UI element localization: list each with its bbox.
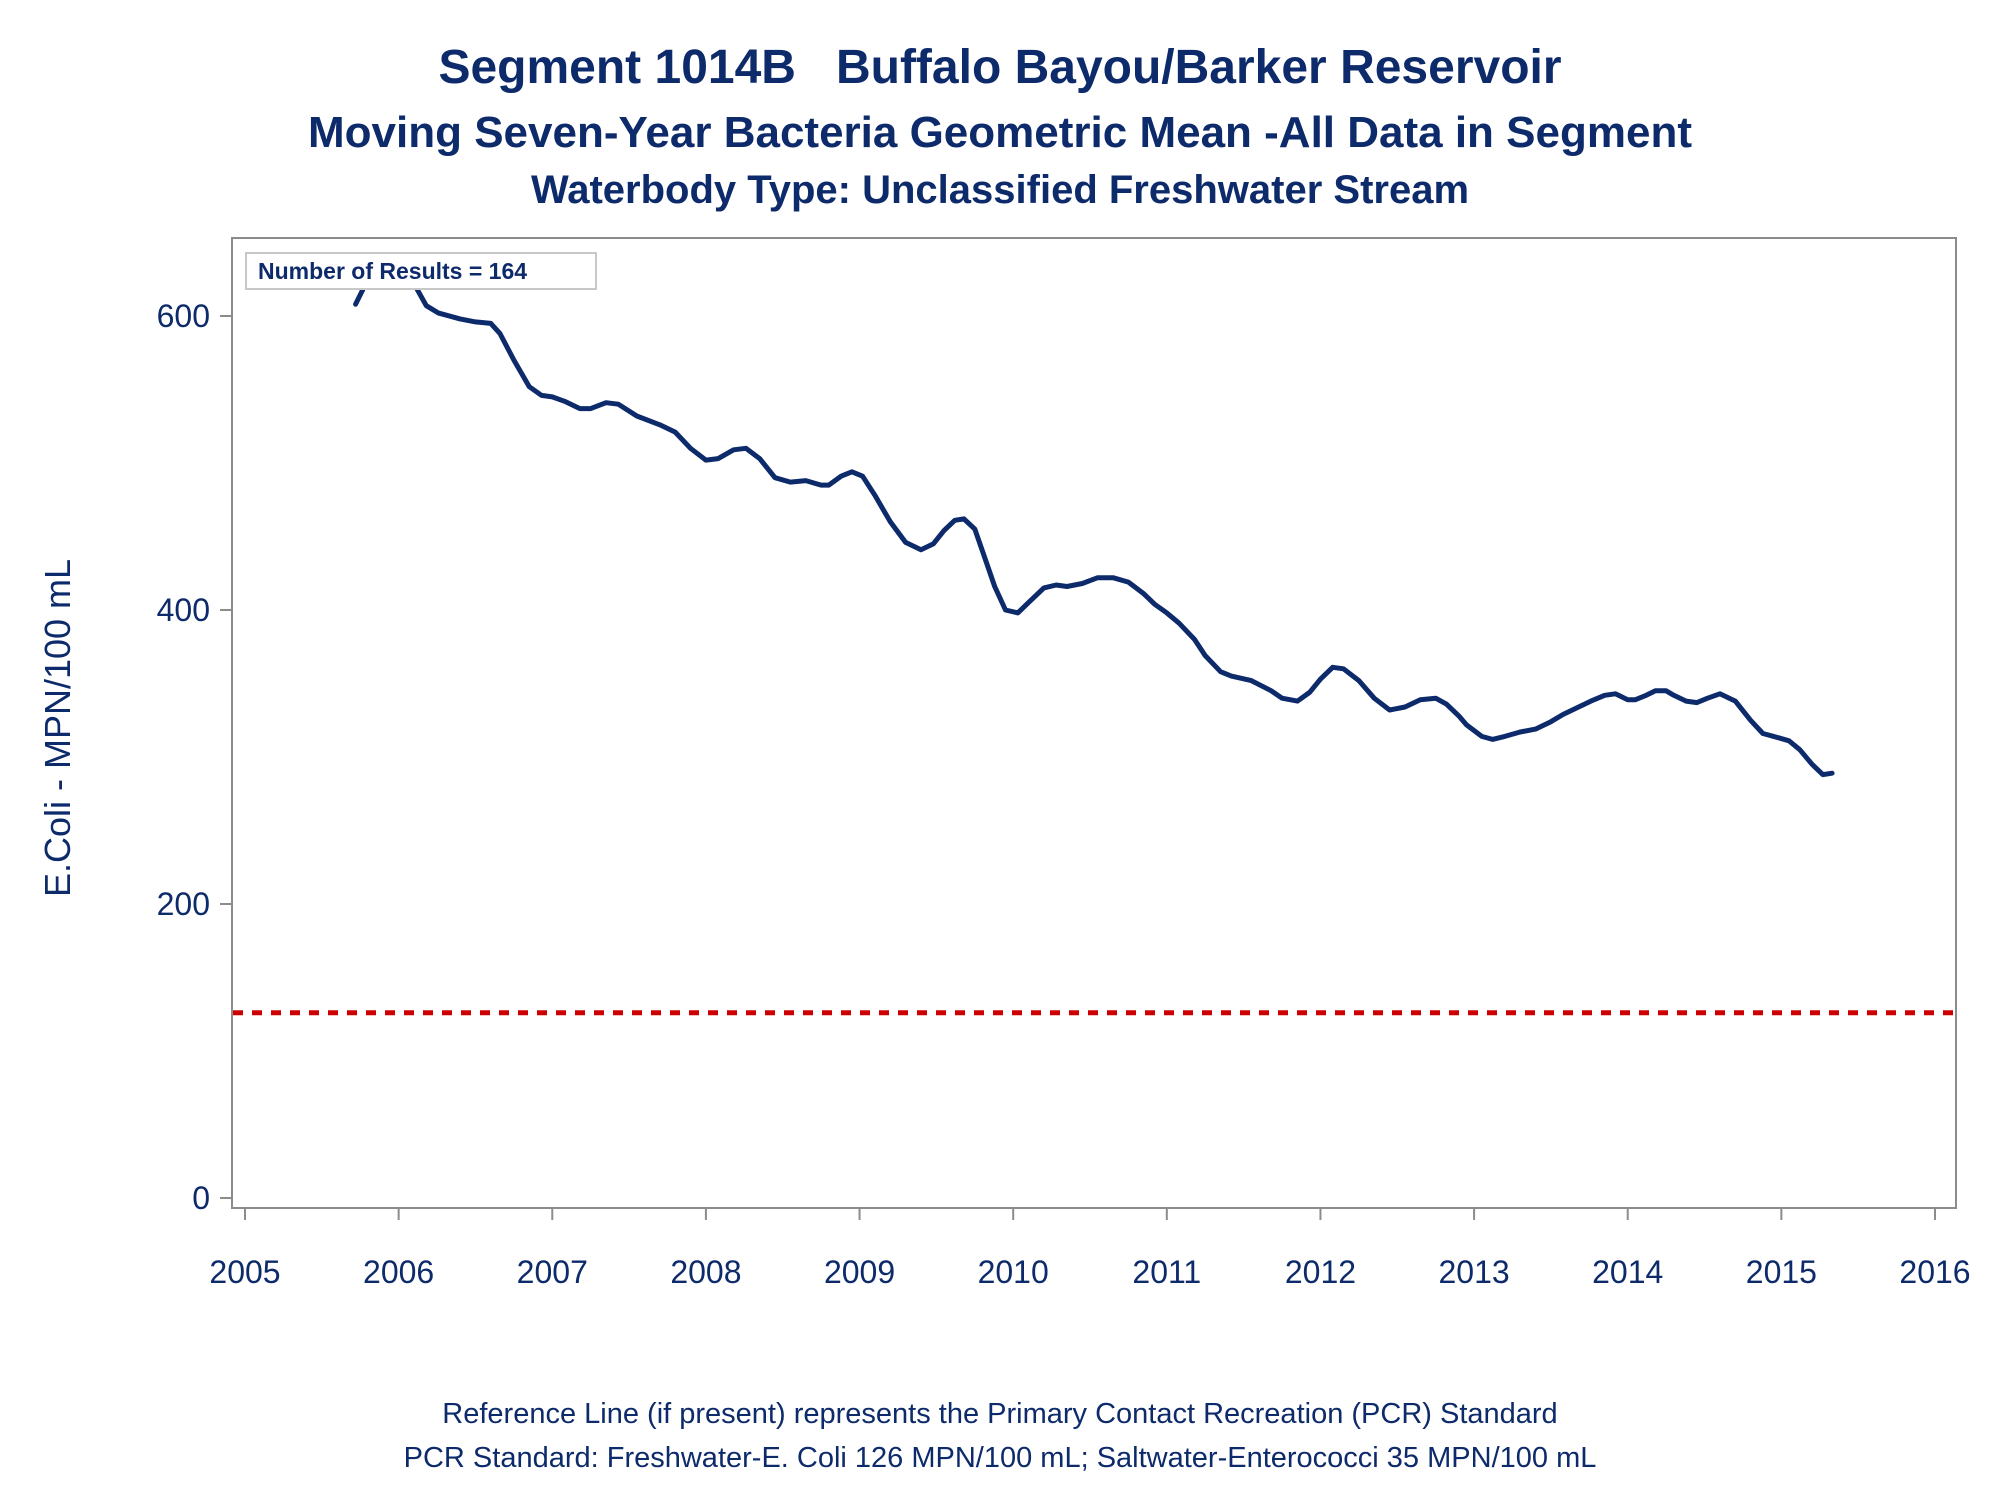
results-count-label: Number of Results = 164 — [258, 258, 527, 284]
x-tick-label: 2014 — [1592, 1254, 1663, 1290]
x-axis: 2005 2006 2007 2008 2009 2010 2011 2012 2013 2014… — [209, 1208, 1971, 1290]
plot-area-frame — [231, 237, 1957, 1209]
x-tick-label: 2008 — [670, 1254, 741, 1290]
x-tick-label: 2011 — [1132, 1254, 1201, 1290]
x-tick-label: 2006 — [363, 1254, 434, 1290]
x-tick-label: 2005 — [209, 1254, 280, 1290]
x-tick-label: 2007 — [517, 1254, 588, 1290]
geometric-mean-series-line — [353, 254, 1835, 778]
y-tick-label: 0 — [192, 1180, 210, 1216]
footnote-reference-line: Reference Line (if present) represents t… — [442, 1398, 1558, 1430]
y-tick-label: 600 — [157, 298, 210, 334]
x-tick-label: 2009 — [824, 1254, 895, 1290]
footnote-pcr-standard: PCR Standard: Freshwater-E. Coli 126 MPN… — [403, 1442, 1597, 1474]
x-tick-label: 2013 — [1438, 1254, 1509, 1290]
y-tick-label: 200 — [157, 886, 210, 922]
x-tick-label: 2015 — [1746, 1254, 1817, 1290]
chart-title: Segment 1014B Buffalo Bayou/Barker Reser… — [438, 41, 1562, 94]
x-tick-label: 2010 — [978, 1254, 1049, 1290]
chart-subtitle-waterbody: Waterbody Type: Unclassified Freshwater … — [530, 168, 1470, 212]
chart-subtitle: Moving Seven-Year Bacteria Geometric Mea… — [308, 108, 1692, 157]
y-tick-label: 400 — [157, 592, 210, 628]
y-axis: 0 200 400 600 — [157, 298, 232, 1216]
results-count-box: Number of Results = 164 — [245, 252, 597, 290]
x-tick-label: 2012 — [1285, 1254, 1356, 1290]
y-axis-label: E.Coli - MPN/100 mL — [37, 559, 78, 897]
x-tick-label: 2016 — [1899, 1254, 1970, 1290]
